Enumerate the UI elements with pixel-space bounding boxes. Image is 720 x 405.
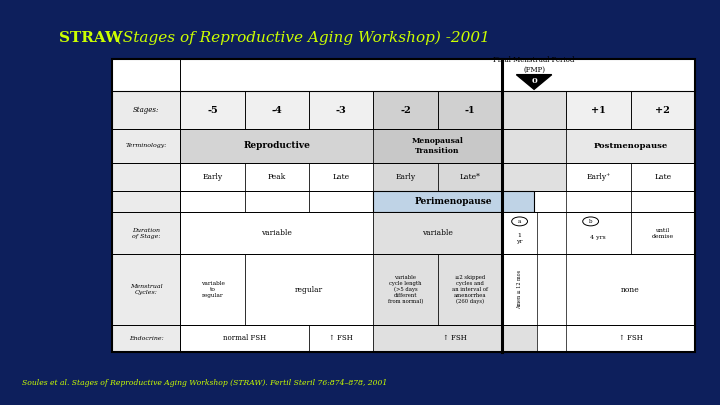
Text: STRAW: STRAW	[59, 31, 122, 45]
Text: none: none	[621, 286, 640, 294]
Text: 1
yr: 1 yr	[516, 233, 523, 244]
Text: Amen ≥ 12 mos: Amen ≥ 12 mos	[517, 270, 522, 309]
Text: until
demise: until demise	[652, 228, 674, 239]
Text: Early⁺: Early⁺	[586, 173, 611, 181]
Text: 0: 0	[531, 77, 537, 85]
Text: Late: Late	[654, 173, 671, 181]
Text: Early: Early	[202, 173, 222, 181]
Text: Soules et al. Stages of Reproductive Aging Workshop (STRAW). Fertil Steril 76:87: Soules et al. Stages of Reproductive Agi…	[22, 379, 387, 387]
Text: Late*: Late*	[459, 173, 480, 181]
Text: -3: -3	[336, 106, 346, 115]
Text: 4 yrs: 4 yrs	[590, 235, 606, 240]
Text: ≥2 skipped
cycles and
an interval of
amenorrhea
(260 days): ≥2 skipped cycles and an interval of ame…	[451, 275, 487, 304]
Text: Terminology:: Terminology:	[125, 143, 167, 149]
Text: variable: variable	[261, 229, 292, 237]
Text: Postmenopause: Postmenopause	[593, 142, 667, 150]
Text: -5: -5	[207, 106, 218, 115]
Text: -4: -4	[271, 106, 282, 115]
Text: variable: variable	[422, 229, 453, 237]
Text: normal FSH: normal FSH	[223, 335, 266, 343]
Text: (Stages of Reproductive Aging Workshop) -2001: (Stages of Reproductive Aging Workshop) …	[107, 31, 490, 45]
Text: Perimenopause: Perimenopause	[415, 197, 492, 206]
Text: +2: +2	[655, 106, 670, 115]
Text: regular: regular	[295, 286, 323, 294]
Text: Stages:: Stages:	[132, 106, 159, 114]
Text: ↑ FSH: ↑ FSH	[444, 335, 467, 343]
Text: ↑ FSH: ↑ FSH	[618, 335, 642, 343]
Text: a: a	[518, 219, 521, 224]
Text: Final Menstrual Period
(FMP): Final Menstrual Period (FMP)	[493, 56, 575, 74]
Text: Menstrual
Cycles:: Menstrual Cycles:	[130, 284, 162, 295]
Text: ↑ FSH: ↑ FSH	[329, 335, 353, 343]
Text: Late: Late	[333, 173, 350, 181]
Text: variable
to
regular: variable to regular	[201, 281, 225, 298]
Text: Early: Early	[395, 173, 415, 181]
Text: Duration
of Stage:: Duration of Stage:	[132, 228, 161, 239]
Text: variable
cycle length
(>5 days
different
from normal): variable cycle length (>5 days different…	[388, 275, 423, 304]
Text: b: b	[589, 219, 593, 224]
Text: -2: -2	[400, 106, 411, 115]
Text: Peak: Peak	[268, 173, 286, 181]
Text: Reproductive: Reproductive	[243, 141, 310, 151]
Text: -1: -1	[464, 106, 475, 115]
Text: Endocrine:: Endocrine:	[129, 336, 163, 341]
Text: Menopausal
Transition: Menopausal Transition	[412, 137, 464, 155]
Text: +1: +1	[591, 106, 606, 115]
